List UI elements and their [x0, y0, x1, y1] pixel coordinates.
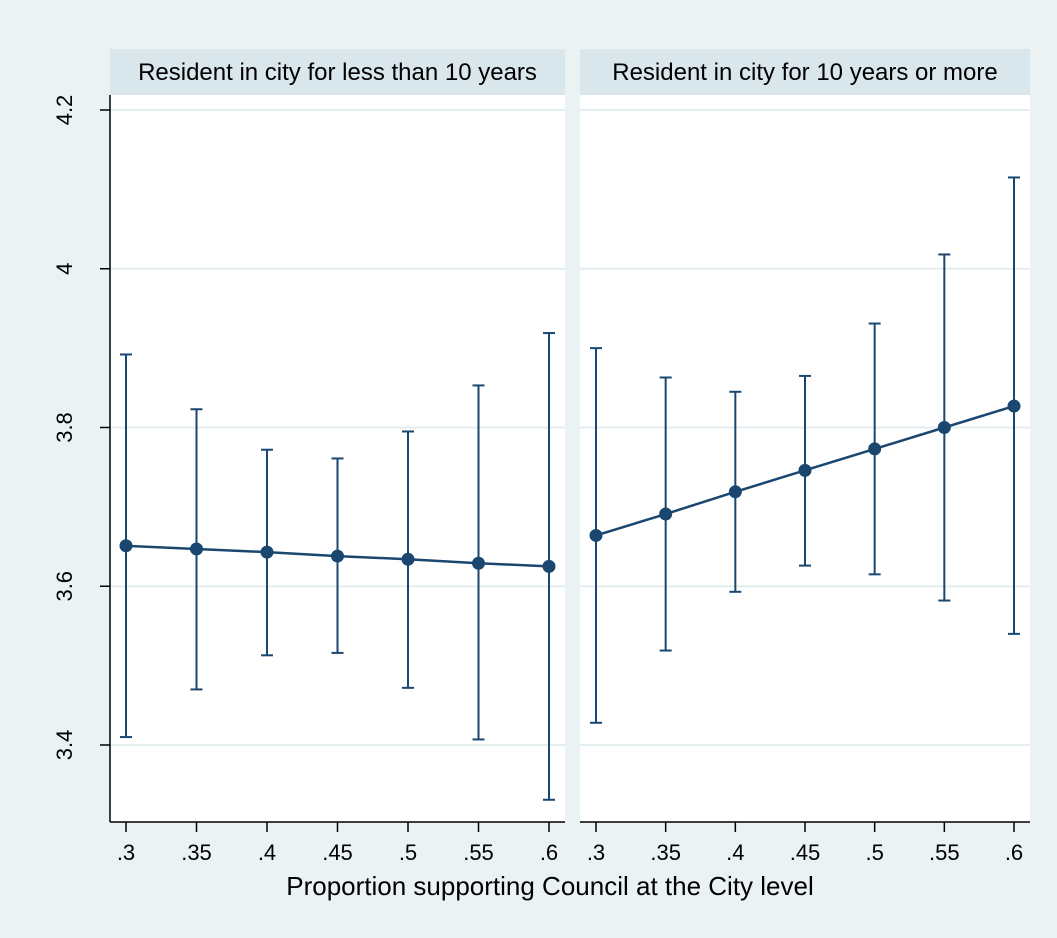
x-tick-label: .3 — [117, 840, 135, 865]
panels-layer: Resident in city for less than 10 years.… — [110, 49, 1030, 865]
estimate-point — [937, 421, 951, 434]
x-tick-label: .5 — [399, 840, 417, 865]
panel-title-strip — [580, 49, 1030, 95]
estimate-point — [331, 549, 344, 563]
estimate-point — [589, 528, 603, 542]
y-tick-label: 3.6 — [52, 571, 77, 602]
x-tick-label: .55 — [463, 840, 494, 865]
x-tick-label: .45 — [790, 840, 821, 865]
x-tick-label: .5 — [865, 840, 883, 865]
x-tick-label: .35 — [181, 840, 212, 865]
x-tick-label: .3 — [587, 840, 605, 865]
x-axis-title: Proportion supporting Council at the Cit… — [286, 871, 814, 901]
panel-title: Resident in city for less than 10 years — [138, 59, 537, 86]
x-tick-label: .45 — [322, 840, 353, 865]
x-tick-label: .35 — [650, 840, 681, 865]
y-tick-label: 4.2 — [52, 95, 77, 126]
y-tick-label: 3.8 — [52, 412, 77, 443]
panel-title-strip — [110, 49, 565, 95]
estimate-point — [260, 545, 274, 559]
panel-1: Resident in city for less than 10 years.… — [110, 49, 565, 865]
x-tick-label: .6 — [540, 840, 558, 865]
estimate-point — [868, 442, 882, 456]
estimate-point — [1007, 399, 1021, 413]
x-tick-label: .6 — [1005, 840, 1023, 865]
estimate-point — [542, 559, 556, 573]
panel-title: Resident in city for 10 years or more — [612, 59, 998, 86]
estimate-point — [798, 463, 812, 477]
x-tick-label: .4 — [258, 840, 276, 865]
estimate-point — [119, 539, 133, 553]
y-axis: 3.4 3.6 3.8 4 4.2 — [52, 95, 111, 822]
panel-2: Resident in city for 10 years or more .3.… — [580, 49, 1030, 865]
x-tick-label: .55 — [929, 840, 960, 865]
y-tick-label: 4 — [52, 263, 77, 275]
estimate-point — [728, 485, 742, 499]
estimate-point — [472, 556, 485, 570]
estimate-point — [401, 552, 415, 566]
estimate-point — [659, 507, 673, 521]
estimate-point — [190, 542, 203, 556]
y-tick-label: 3.4 — [52, 730, 77, 761]
x-tick-label: .4 — [726, 840, 744, 865]
